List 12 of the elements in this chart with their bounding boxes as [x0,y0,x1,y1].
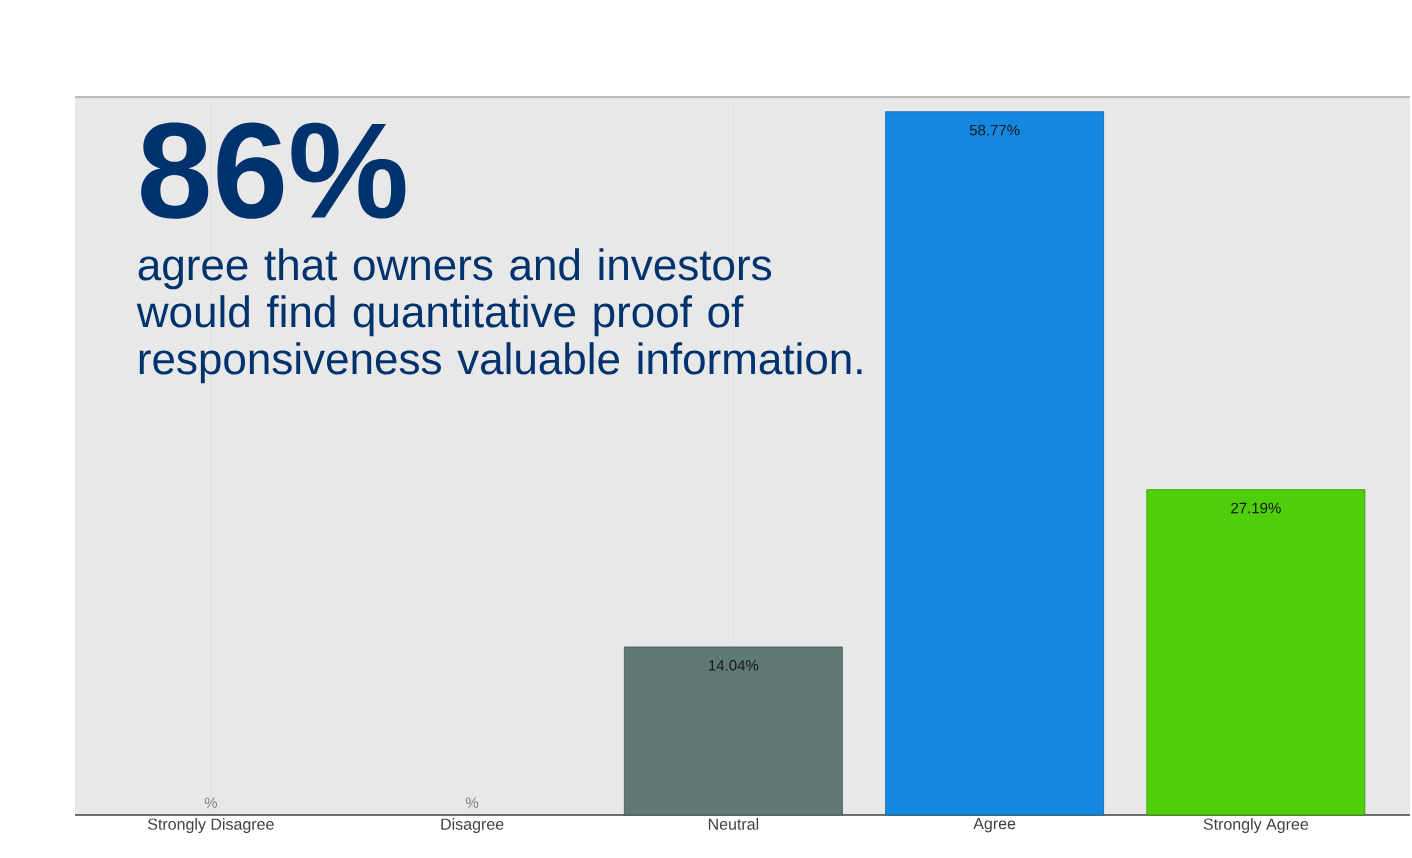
chart-title: 86% [141,122,406,219]
x-tick-label: Disagree [441,818,504,833]
x-tick-label: Strongly Disagree [147,818,274,833]
x-tick-label: Agree [973,818,1016,833]
data-label: 27.19% [1231,502,1281,514]
data-label: 14.04% [709,660,759,671]
text: % [204,797,217,808]
x-tick-label: Neutral [708,818,759,830]
x-tick-label: Strongly Agree [1203,818,1309,833]
data-label: 58.77% [969,124,1020,136]
text: agree that owners and investors would find quantitative proof of responsiveness valuable information. [136,248,862,384]
text: % [465,797,479,808]
